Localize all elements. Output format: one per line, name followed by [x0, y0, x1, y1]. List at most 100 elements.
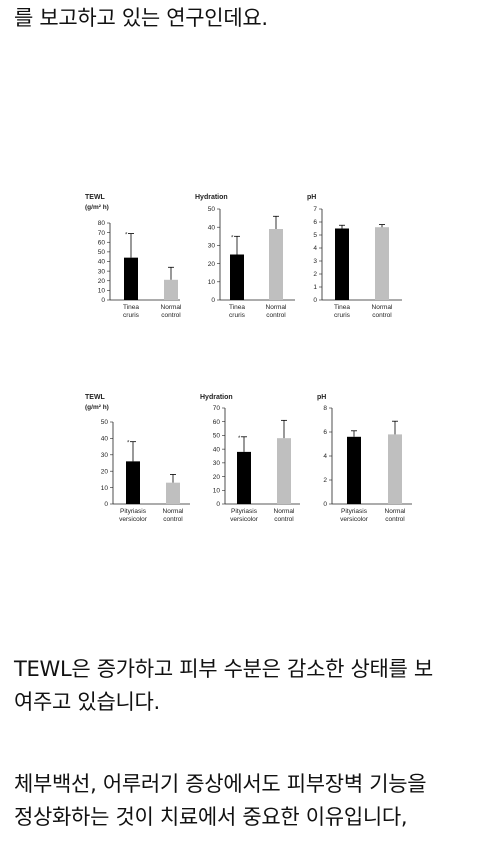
x-tick-label: Pityriasis: [120, 508, 147, 515]
x-tick-label: cruris: [123, 312, 140, 319]
text-line: 를 보고하고 있는 연구인데요.: [14, 6, 268, 30]
y-tick-label: 6: [313, 219, 317, 226]
y-tick-label: 4: [323, 453, 327, 460]
paragraph-conclusion: 체부백선, 어루러기 증상에서도 피부장벽 기능을 정상화하는 것이 치료에서 …: [14, 768, 427, 834]
y-tick-label: 30: [101, 452, 109, 459]
y-tick-label: 30: [98, 268, 106, 275]
x-tick-label: versicolor: [230, 516, 259, 523]
y-tick-label: 3: [313, 258, 317, 265]
y-tick-label: 10: [98, 288, 106, 295]
y-axis-label: (g/m² h): [85, 404, 109, 411]
y-tick-label: 2: [313, 271, 317, 278]
x-tick-label: control: [385, 516, 405, 523]
text-line: TEWL은 증가하고 피부 수분은 감소한 상태를 보: [14, 657, 433, 681]
y-tick-label: 1: [313, 284, 317, 291]
y-tick-label: 30: [208, 243, 216, 250]
y-tick-label: 2: [323, 477, 327, 484]
y-tick-label: 40: [98, 259, 106, 266]
x-tick-label: control: [372, 312, 392, 319]
x-tick-label: Pityriasis: [341, 508, 368, 515]
y-tick-label: 20: [98, 278, 106, 285]
x-tick-label: Normal: [266, 304, 288, 311]
chart-title: Hydration: [200, 394, 233, 401]
x-tick-label: control: [161, 312, 181, 319]
tewl-tinea-chart: TEWL (g/m² h) 0 10 20 30 40 50 60 70 80 * Tineacruri…: [85, 194, 183, 319]
y-tick-label: 10: [213, 487, 221, 494]
significance-marker: *: [127, 441, 130, 447]
text-line: 여주고 있습니다.: [14, 690, 160, 714]
bar: [375, 227, 389, 300]
significance-marker: *: [231, 235, 234, 241]
x-tick-label: Tinea: [334, 304, 350, 311]
y-tick-label: 30: [213, 460, 221, 467]
y-tick-label: 20: [213, 474, 221, 481]
bar: [388, 434, 402, 504]
y-tick-label: 4: [313, 245, 317, 252]
chart-title: TEWL: [85, 194, 106, 201]
bar: [347, 436, 361, 504]
bar: [124, 257, 138, 300]
significance-marker: *: [238, 436, 241, 442]
x-tick-label: versicolor: [119, 516, 148, 523]
significance-marker: *: [125, 233, 128, 239]
bar: [335, 228, 349, 300]
y-tick-label: 8: [323, 405, 327, 412]
tewl-pityriasis-chart: TEWL (g/m² h) 0 10 20 30 40 50 * Pityriasisversic…: [85, 394, 190, 523]
paragraph-intro: 를 보고하고 있는 연구인데요.: [14, 2, 268, 35]
x-tick-label: control: [163, 516, 183, 523]
y-axis-label: (g/m² h): [85, 204, 109, 211]
x-tick-label: Normal: [385, 508, 407, 515]
text-line: 정상화하는 것이 치료에서 중요한 이유입니다,: [14, 805, 408, 829]
y-tick-label: 80: [98, 220, 106, 227]
y-tick-label: 5: [313, 232, 317, 239]
chart-title: Hydration: [195, 194, 228, 201]
chart-title: TEWL: [85, 394, 106, 401]
chart-title: pH: [317, 394, 326, 401]
x-tick-label: Tinea: [123, 304, 139, 311]
x-tick-label: cruris: [334, 312, 351, 319]
x-tick-label: Pityriasis: [231, 508, 258, 515]
y-tick-label: 60: [213, 419, 221, 426]
y-tick-label: 20: [208, 261, 216, 268]
y-tick-label: 0: [313, 297, 317, 304]
y-tick-label: 0: [323, 501, 327, 508]
bar: [269, 229, 283, 300]
x-tick-label: cruris: [229, 312, 246, 319]
x-tick-label: Normal: [274, 508, 296, 515]
y-tick-label: 10: [101, 485, 109, 492]
hydration-pityriasis-chart: Hydration 0 10 20 30 40 50 60 70 * Pityriasisversi…: [200, 394, 300, 523]
paragraph-result: TEWL은 증가하고 피부 수분은 감소한 상태를 보 여주고 있습니다.: [14, 653, 433, 719]
x-tick-label: Tinea: [229, 304, 245, 311]
bar: [277, 438, 291, 504]
y-tick-label: 7: [313, 206, 317, 213]
x-tick-label: Normal: [161, 304, 183, 311]
y-tick-label: 10: [208, 279, 216, 286]
bar: [237, 451, 251, 504]
x-tick-label: versicolor: [340, 516, 369, 523]
bar: [126, 461, 140, 504]
y-tick-label: 70: [213, 405, 221, 412]
y-tick-label: 6: [323, 429, 327, 436]
y-tick-label: 0: [101, 297, 105, 304]
x-tick-label: control: [266, 312, 286, 319]
x-tick-label: control: [274, 516, 294, 523]
y-tick-label: 50: [208, 206, 216, 213]
bar: [230, 254, 244, 300]
y-tick-label: 40: [208, 224, 216, 231]
y-tick-label: 50: [101, 419, 109, 426]
x-tick-label: Normal: [163, 508, 185, 515]
y-tick-label: 50: [98, 249, 106, 256]
bar: [166, 482, 180, 504]
y-tick-label: 0: [216, 501, 220, 508]
y-tick-label: 50: [213, 433, 221, 440]
bar: [164, 279, 178, 300]
chart-title: pH: [307, 194, 316, 201]
y-tick-label: 60: [98, 239, 106, 246]
y-tick-label: 0: [104, 501, 108, 508]
y-tick-label: 40: [213, 446, 221, 453]
y-tick-label: 0: [211, 297, 215, 304]
x-tick-label: Normal: [372, 304, 394, 311]
text-line: 체부백선, 어루러기 증상에서도 피부장벽 기능을: [14, 772, 427, 796]
